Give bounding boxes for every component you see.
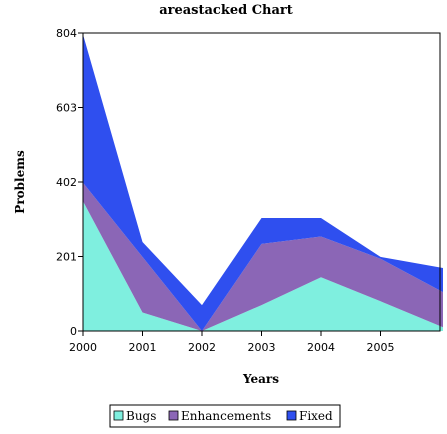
area-series-enhancements — [83, 182, 443, 331]
x-tick-label: 2003 — [248, 341, 276, 354]
legend-label-bugs: Bugs — [126, 409, 156, 423]
x-tick-label: 2000 — [69, 341, 97, 354]
y-tick-label: 402 — [56, 176, 77, 189]
y-tick-label: 804 — [56, 27, 77, 40]
legend-swatch-fixed — [286, 410, 297, 421]
legend: Bugs Enhancements Fixed — [109, 404, 341, 428]
x-tick-label: 2004 — [307, 341, 335, 354]
area-series-bugs — [83, 201, 443, 331]
y-tick-label: 201 — [56, 251, 77, 264]
y-axis-title: Problems — [13, 150, 27, 214]
area-layers — [83, 34, 443, 331]
x-tick-label: 2005 — [367, 341, 395, 354]
x-axis: 2000 2001 2002 2003 2004 2005 — [69, 331, 395, 354]
chart-title: areastacked Chart — [159, 3, 293, 18]
legend-label-fixed: Fixed — [299, 409, 333, 423]
y-axis: 0 201 402 603 804 — [56, 27, 83, 338]
legend-swatch-bugs — [113, 410, 124, 421]
x-tick-label: 2002 — [188, 341, 216, 354]
legend-swatch-enhancements — [168, 410, 179, 421]
y-tick-label: 0 — [70, 325, 77, 338]
legend-label-enhancements: Enhancements — [181, 409, 271, 423]
legend-box — [109, 404, 341, 428]
x-tick-label: 2001 — [129, 341, 157, 354]
y-tick-label: 603 — [56, 102, 77, 115]
x-axis-title: Years — [242, 372, 279, 386]
